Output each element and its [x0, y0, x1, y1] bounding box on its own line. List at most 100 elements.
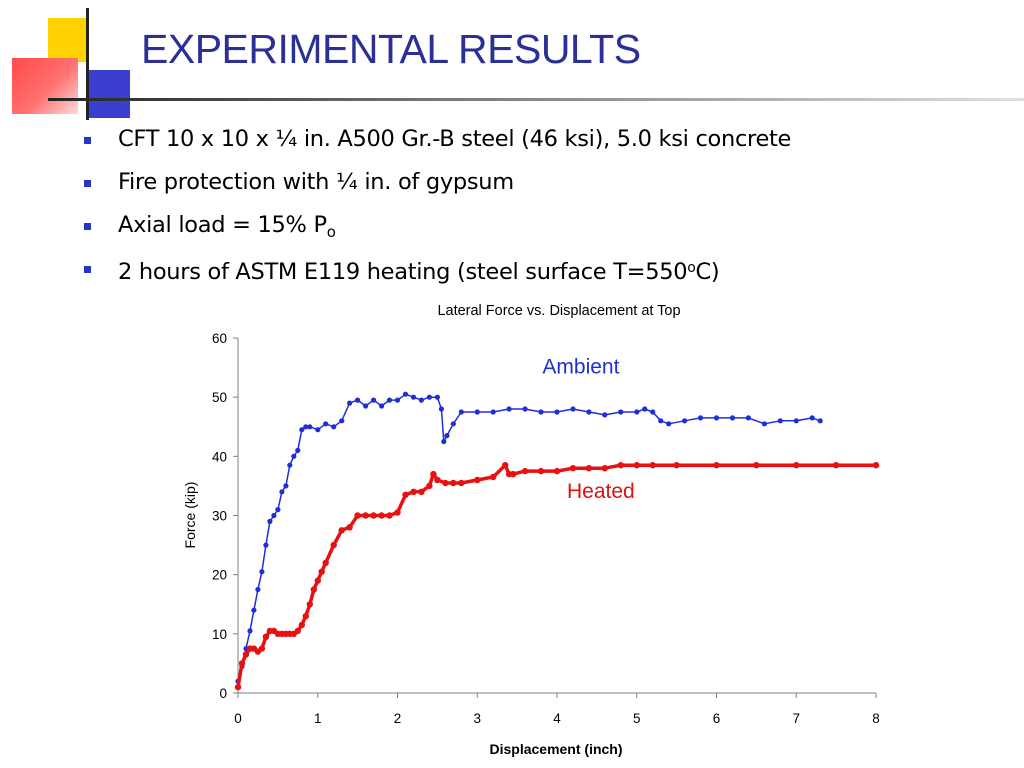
data-point-heated — [314, 577, 321, 584]
data-point-heated — [410, 488, 417, 495]
data-point-ambient — [745, 415, 752, 421]
data-point-ambient — [247, 628, 253, 634]
data-point-heated — [509, 470, 517, 478]
data-point-heated — [633, 462, 640, 469]
data-point-heated — [753, 462, 760, 469]
logo-yellow-square — [48, 18, 88, 62]
data-point-ambient — [323, 421, 329, 427]
data-point-heated — [306, 601, 313, 608]
data-point-heated — [458, 479, 465, 487]
data-point-ambient — [315, 427, 321, 433]
slide-logo-decoration — [0, 0, 140, 130]
series-line-ambient — [237, 393, 821, 682]
data-point-ambient — [434, 394, 440, 400]
logo-blue-square — [86, 70, 130, 118]
bullet-square-icon — [84, 137, 91, 144]
data-point-ambient — [410, 394, 417, 400]
bullet-item: 2 hours of ASTM E119 heating (steel surf… — [80, 251, 791, 294]
data-point-ambient — [279, 489, 285, 495]
data-point-heated — [450, 479, 457, 487]
data-point-ambient — [307, 424, 313, 430]
data-point-ambient — [291, 453, 297, 459]
title-underline — [48, 98, 1024, 101]
data-point-ambient — [347, 400, 353, 406]
data-point-ambient — [602, 412, 608, 418]
data-point-ambient — [331, 424, 337, 430]
bullet-text: 2 hours of ASTM E119 heating (steel surf… — [118, 259, 688, 285]
bullet-superscript: o — [687, 260, 696, 276]
data-point-ambient — [586, 409, 592, 415]
data-point-ambient — [642, 406, 648, 412]
slide-title: EXPERIMENTAL RESULTS — [141, 26, 641, 72]
bullet-square-icon — [84, 180, 91, 187]
y-tick-label: 60 — [212, 331, 227, 346]
data-point-ambient — [418, 397, 424, 403]
y-tick-label: 40 — [212, 449, 227, 464]
data-point-ambient — [793, 418, 799, 424]
data-point-heated — [318, 568, 325, 575]
x-tick-label: 3 — [473, 711, 481, 726]
x-tick-label: 5 — [633, 711, 641, 726]
data-point-ambient — [441, 438, 447, 445]
data-point-heated — [490, 473, 497, 481]
bullet-item: Axial load = 15% Po — [80, 208, 791, 251]
data-point-ambient — [363, 403, 369, 409]
data-point-ambient — [283, 483, 289, 489]
bullet-subscript: o — [326, 223, 336, 241]
data-point-heated — [649, 462, 656, 469]
data-point-heated — [262, 633, 270, 640]
data-point-heated — [713, 462, 720, 469]
data-point-ambient — [666, 421, 672, 427]
bullet-list: CFT 10 x 10 x ¼ in. A500 Gr.-B steel (46… — [80, 122, 791, 294]
data-point-heated — [418, 488, 425, 495]
data-point-ambient — [777, 418, 783, 424]
data-point-ambient — [618, 409, 624, 415]
data-point-ambient — [658, 418, 664, 424]
x-tick-label: 1 — [314, 711, 322, 726]
data-point-ambient — [295, 447, 301, 453]
data-point-ambient — [303, 424, 309, 430]
bullet-text: CFT 10 x 10 x ¼ in. A500 Gr.-B steel (46… — [118, 126, 792, 152]
series-line-heated — [236, 463, 876, 688]
data-point-ambient — [506, 406, 512, 412]
data-point-ambient — [809, 415, 815, 421]
data-point-ambient — [538, 409, 544, 415]
data-point-ambient — [263, 542, 269, 548]
data-point-ambient — [379, 403, 385, 409]
bullet-square-icon — [84, 223, 91, 230]
data-point-heated — [601, 465, 608, 472]
data-point-ambient — [267, 518, 273, 525]
data-point-heated — [521, 467, 529, 475]
data-point-heated — [294, 627, 301, 635]
data-point-ambient — [458, 409, 464, 415]
data-point-heated — [302, 612, 309, 620]
data-point-ambient — [522, 406, 528, 412]
data-point-ambient — [355, 397, 361, 403]
bullet-text-tail: C) — [695, 259, 720, 285]
data-point-ambient — [426, 394, 432, 400]
bullet-item: CFT 10 x 10 x ¼ in. A500 Gr.-B steel (46… — [80, 122, 791, 165]
x-tick-label: 4 — [553, 711, 561, 726]
data-point-ambient — [394, 397, 401, 403]
data-point-heated — [298, 621, 305, 629]
data-point-heated — [258, 645, 266, 652]
x-tick-label: 6 — [713, 711, 721, 726]
x-tick-label: 0 — [234, 711, 242, 726]
data-point-ambient — [761, 421, 768, 427]
data-point-ambient — [287, 462, 293, 468]
data-point-ambient — [729, 415, 736, 421]
data-point-ambient — [275, 507, 281, 513]
data-point-heated — [242, 651, 250, 658]
data-point-heated — [346, 524, 353, 531]
annotation-label: Ambient — [542, 356, 619, 379]
x-tick-label: 2 — [394, 711, 402, 726]
bullet-text: Fire protection with ¼ in. of gypsum — [118, 169, 514, 195]
bullet-square-icon — [84, 266, 91, 273]
x-axis-label: Displacement (inch) — [489, 741, 622, 757]
data-point-heated — [402, 491, 409, 498]
bullet-item: Fire protection with ¼ in. of gypsum — [80, 165, 791, 208]
data-point-ambient — [570, 406, 576, 412]
y-tick-label: 0 — [219, 686, 227, 701]
annotation-label: Heated — [567, 480, 635, 503]
